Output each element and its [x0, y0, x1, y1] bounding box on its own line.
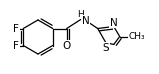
Text: S: S: [102, 42, 109, 52]
Text: O: O: [63, 40, 71, 50]
Text: N: N: [82, 15, 90, 26]
Text: F: F: [13, 40, 19, 50]
Text: H: H: [77, 10, 84, 19]
Text: CH₃: CH₃: [128, 32, 145, 41]
Text: N: N: [110, 17, 118, 28]
Text: F: F: [13, 24, 19, 34]
